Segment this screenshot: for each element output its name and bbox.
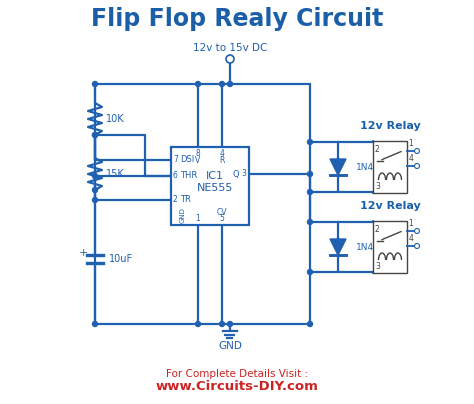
Text: 1: 1 bbox=[409, 139, 413, 148]
Circle shape bbox=[308, 172, 312, 177]
Text: 15K: 15K bbox=[106, 169, 125, 179]
Bar bbox=[171, 147, 249, 225]
Circle shape bbox=[308, 139, 312, 145]
Circle shape bbox=[92, 198, 98, 202]
Text: For Complete Details Visit :: For Complete Details Visit : bbox=[166, 369, 308, 379]
Circle shape bbox=[92, 187, 98, 192]
Circle shape bbox=[92, 82, 98, 86]
Text: IC1: IC1 bbox=[206, 171, 224, 181]
Text: 1: 1 bbox=[196, 214, 201, 223]
Text: 12v Relay: 12v Relay bbox=[360, 121, 420, 131]
Circle shape bbox=[414, 149, 419, 154]
Text: THR: THR bbox=[180, 172, 197, 181]
Text: 6: 6 bbox=[173, 172, 178, 181]
Text: TR: TR bbox=[180, 196, 191, 204]
Circle shape bbox=[92, 133, 98, 137]
Text: Q: Q bbox=[232, 170, 239, 179]
Text: 12v Relay: 12v Relay bbox=[360, 201, 420, 211]
Circle shape bbox=[219, 82, 225, 86]
Circle shape bbox=[226, 55, 234, 63]
Text: 10uF: 10uF bbox=[109, 254, 133, 264]
Text: GND: GND bbox=[218, 341, 242, 351]
Circle shape bbox=[92, 322, 98, 326]
Text: 1N4148: 1N4148 bbox=[356, 162, 391, 172]
Circle shape bbox=[228, 82, 233, 86]
Text: 7: 7 bbox=[173, 156, 178, 164]
Text: 2: 2 bbox=[375, 145, 380, 154]
Text: V: V bbox=[195, 156, 201, 165]
Text: DSI: DSI bbox=[180, 156, 194, 164]
Text: 3: 3 bbox=[241, 170, 246, 179]
Text: +: + bbox=[78, 248, 88, 258]
Circle shape bbox=[308, 189, 312, 194]
Circle shape bbox=[414, 164, 419, 168]
Text: 2: 2 bbox=[173, 196, 178, 204]
Circle shape bbox=[195, 82, 201, 86]
Bar bbox=[373, 221, 407, 273]
Circle shape bbox=[219, 322, 225, 326]
Text: 12v to 15v DC: 12v to 15v DC bbox=[193, 43, 267, 53]
Circle shape bbox=[92, 133, 98, 137]
Circle shape bbox=[308, 269, 312, 274]
Text: 1: 1 bbox=[409, 219, 413, 228]
Text: 4: 4 bbox=[409, 234, 413, 243]
Text: R: R bbox=[219, 156, 225, 165]
Text: Flip Flop Realy Circuit: Flip Flop Realy Circuit bbox=[91, 7, 383, 31]
Circle shape bbox=[195, 322, 201, 326]
Circle shape bbox=[414, 229, 419, 234]
Circle shape bbox=[228, 322, 233, 326]
Text: 3: 3 bbox=[375, 182, 380, 191]
Text: CV: CV bbox=[217, 208, 227, 217]
Text: 8: 8 bbox=[196, 149, 201, 158]
Text: NE555: NE555 bbox=[197, 183, 233, 193]
Text: 2: 2 bbox=[375, 225, 380, 234]
Text: 1N4148: 1N4148 bbox=[356, 242, 391, 252]
Polygon shape bbox=[330, 239, 346, 255]
Text: 10K: 10K bbox=[106, 114, 125, 124]
Circle shape bbox=[414, 244, 419, 248]
Circle shape bbox=[308, 219, 312, 225]
Bar bbox=[373, 141, 407, 193]
Text: 3: 3 bbox=[375, 262, 380, 271]
Text: 5: 5 bbox=[219, 214, 224, 223]
Text: 4: 4 bbox=[409, 154, 413, 163]
Text: GND: GND bbox=[180, 207, 186, 223]
Polygon shape bbox=[330, 159, 346, 175]
Circle shape bbox=[92, 173, 98, 179]
Circle shape bbox=[308, 322, 312, 326]
Text: 4: 4 bbox=[219, 149, 224, 158]
Text: www.Circuits-DIY.com: www.Circuits-DIY.com bbox=[155, 379, 319, 393]
